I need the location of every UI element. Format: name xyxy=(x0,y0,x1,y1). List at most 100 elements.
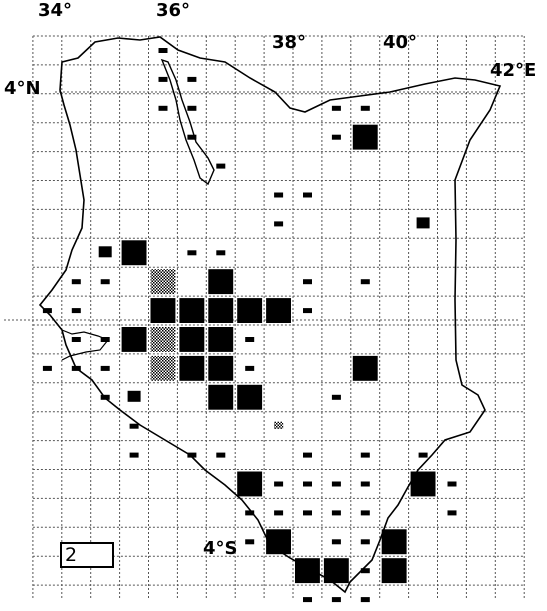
small-record-square xyxy=(360,510,370,516)
small-record-square xyxy=(274,481,284,487)
small-record-square xyxy=(187,452,197,458)
small-record-square xyxy=(303,481,312,487)
small-record-square xyxy=(447,481,457,487)
small-record-square xyxy=(216,163,226,169)
small-record-square xyxy=(331,394,341,400)
small-record-square xyxy=(360,568,370,574)
small-record-square xyxy=(158,48,168,53)
small-record-square xyxy=(42,365,52,371)
small-record-square xyxy=(303,510,312,516)
longitude-label-40: 40° xyxy=(383,32,418,53)
small-record-square xyxy=(216,452,226,458)
large-record-square xyxy=(352,355,378,381)
small-record-square xyxy=(331,105,341,111)
large-record-square xyxy=(179,355,205,381)
small-record-square xyxy=(331,481,341,487)
country-outline xyxy=(38,36,502,594)
small-record-square xyxy=(71,279,81,285)
small-record-square xyxy=(360,105,370,111)
large-record-square xyxy=(150,298,176,323)
large-record-square xyxy=(179,298,205,323)
medium-record-square xyxy=(416,217,430,229)
large-record-square xyxy=(237,298,263,323)
large-record-square xyxy=(266,529,291,555)
panel-label: 2 xyxy=(60,542,114,568)
small-record-square xyxy=(187,134,197,140)
small-record-square xyxy=(100,337,110,342)
small-record-square xyxy=(42,308,52,314)
small-record-square xyxy=(360,452,370,458)
small-record-square xyxy=(331,510,341,516)
large-record-square xyxy=(208,384,234,410)
small-record-square xyxy=(100,394,110,400)
small-record-square xyxy=(245,365,255,371)
large-record-square xyxy=(237,384,263,410)
small-record-square xyxy=(418,452,428,458)
stippled-record-square xyxy=(150,327,176,352)
small-record-square xyxy=(71,365,81,371)
small-record-square xyxy=(100,279,110,285)
small-record-square xyxy=(303,597,312,603)
large-record-square xyxy=(352,124,378,150)
small-record-square xyxy=(187,105,197,111)
large-record-square xyxy=(237,471,263,497)
large-record-square xyxy=(410,471,436,497)
stippled-record-square xyxy=(150,269,176,295)
small-record-square xyxy=(331,134,341,140)
large-record-square xyxy=(179,327,205,352)
small-record-square xyxy=(303,279,312,285)
small-record-square xyxy=(360,597,370,603)
small-record-square xyxy=(100,365,110,371)
large-record-square xyxy=(121,240,147,266)
lake-turkana xyxy=(160,58,215,186)
medium-record-square xyxy=(127,390,141,402)
small-record-square xyxy=(71,308,81,314)
small-record-square xyxy=(274,510,284,516)
large-record-square xyxy=(208,269,234,295)
small-stippled-square xyxy=(274,421,284,429)
longitude-label-38: 38° xyxy=(272,32,307,53)
small-record-square xyxy=(303,308,312,314)
small-record-square xyxy=(245,337,255,342)
small-record-square xyxy=(158,76,168,82)
large-record-square xyxy=(208,298,234,323)
large-record-square xyxy=(381,529,407,555)
large-record-square xyxy=(266,298,291,323)
small-record-square xyxy=(187,250,197,256)
small-record-square xyxy=(303,192,312,198)
small-record-square xyxy=(360,481,370,487)
small-record-square xyxy=(360,539,370,545)
large-record-square xyxy=(295,558,320,584)
large-record-square xyxy=(323,558,349,584)
large-record-square xyxy=(208,327,234,352)
small-record-square xyxy=(274,221,284,227)
small-record-square xyxy=(216,250,226,256)
small-record-square xyxy=(158,105,168,111)
small-record-square xyxy=(447,510,457,516)
small-record-square xyxy=(274,192,284,198)
small-record-square xyxy=(187,76,197,82)
record-symbols xyxy=(42,48,457,603)
small-record-square xyxy=(245,510,255,516)
latitude-label-4n: 4°N xyxy=(4,78,41,99)
small-record-square xyxy=(331,597,341,603)
grid-lines xyxy=(4,35,525,600)
longitude-label-34: 34° xyxy=(38,0,73,21)
medium-record-square xyxy=(98,246,112,258)
small-record-square xyxy=(360,279,370,285)
small-record-square xyxy=(331,539,341,545)
lake-victoria-shore xyxy=(61,329,109,361)
large-record-square xyxy=(208,355,234,381)
small-record-square xyxy=(71,337,81,342)
longitude-label-36: 36° xyxy=(156,0,191,21)
small-record-square xyxy=(245,539,255,545)
large-record-square xyxy=(381,558,407,584)
large-record-square xyxy=(121,327,147,352)
longitude-label-42e: 42°E xyxy=(490,60,537,81)
small-record-square xyxy=(129,423,139,429)
latitude-label-4s: 4°S xyxy=(203,538,238,559)
small-record-square xyxy=(303,452,312,458)
stippled-record-square xyxy=(150,355,176,381)
small-record-square xyxy=(129,452,139,458)
